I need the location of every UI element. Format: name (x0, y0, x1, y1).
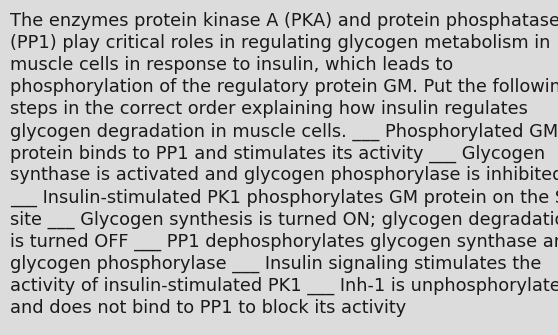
Text: glycogen degradation in muscle cells. ___ Phosphorylated GM: glycogen degradation in muscle cells. __… (10, 122, 558, 141)
Text: steps in the correct order explaining how insulin regulates: steps in the correct order explaining ho… (10, 100, 528, 118)
Text: The enzymes protein kinase A (PKA) and protein phosphatase 1: The enzymes protein kinase A (PKA) and p… (10, 12, 558, 30)
Text: synthase is activated and glycogen phosphorylase is inhibited: synthase is activated and glycogen phosp… (10, 166, 558, 185)
Text: activity of insulin-stimulated PK1 ___ Inh-1 is unphosphorylated: activity of insulin-stimulated PK1 ___ I… (10, 277, 558, 295)
Text: phosphorylation of the regulatory protein GM. Put the following: phosphorylation of the regulatory protei… (10, 78, 558, 96)
Text: glycogen phosphorylase ___ Insulin signaling stimulates the: glycogen phosphorylase ___ Insulin signa… (10, 255, 541, 273)
Text: protein binds to PP1 and stimulates its activity ___ Glycogen: protein binds to PP1 and stimulates its … (10, 144, 545, 163)
Text: (PP1) play critical roles in regulating glycogen metabolism in: (PP1) play critical roles in regulating … (10, 34, 550, 52)
Text: muscle cells in response to insulin, which leads to: muscle cells in response to insulin, whi… (10, 56, 453, 74)
Text: site ___ Glycogen synthesis is turned ON; glycogen degradation: site ___ Glycogen synthesis is turned ON… (10, 211, 558, 229)
Text: ___ Insulin-stimulated PK1 phosphorylates GM protein on the S1: ___ Insulin-stimulated PK1 phosphorylate… (10, 189, 558, 207)
Text: and does not bind to PP1 to block its activity: and does not bind to PP1 to block its ac… (10, 299, 406, 317)
Text: is turned OFF ___ PP1 dephosphorylates glycogen synthase and: is turned OFF ___ PP1 dephosphorylates g… (10, 233, 558, 251)
